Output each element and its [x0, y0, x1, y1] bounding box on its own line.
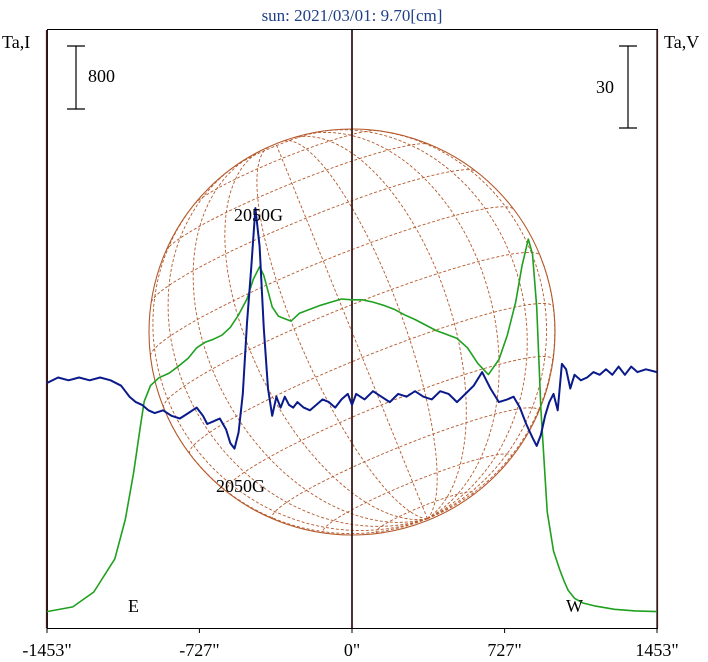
meridian-line	[283, 140, 438, 519]
meridian-line	[304, 131, 500, 520]
meridian-line	[275, 143, 428, 519]
east-label: E	[128, 596, 139, 616]
meridian-line	[320, 129, 528, 520]
meridian-line	[152, 195, 428, 531]
meridian-line	[192, 156, 428, 523]
parallel-line	[150, 169, 476, 303]
meridian-line	[366, 129, 547, 520]
left-axis-label: Ta,I	[2, 32, 30, 52]
meridian-line	[224, 149, 428, 521]
x-tick-label: -1453"	[22, 640, 71, 660]
parallel-line	[149, 206, 514, 356]
meridian-line	[256, 146, 428, 520]
series-polarization-line	[46, 207, 658, 450]
series-layer	[46, 207, 658, 613]
x-axis-ticks: -1453" -727" 0" 727" 1453"	[22, 628, 679, 660]
x-tick-label: 727"	[487, 640, 521, 660]
left-scale-bar-value: 800	[88, 66, 115, 86]
annotation-upper-2050g: 2050G	[234, 205, 283, 225]
right-scale-bar-value: 30	[596, 77, 614, 97]
limb-lines	[45, 30, 659, 628]
west-label: W	[566, 596, 583, 616]
parallel-line	[194, 130, 377, 205]
x-tick-label: 0"	[344, 640, 360, 660]
parallel-line	[322, 453, 513, 534]
meridian-line	[167, 165, 428, 527]
right-scale-bar	[619, 45, 637, 129]
right-axis-label: Ta,V	[664, 32, 699, 52]
chart-title: sun: 2021/03/01: 9.70[cm]	[262, 6, 443, 25]
annotation-lower-2050g: 2050G	[216, 476, 265, 496]
parallel-line	[165, 143, 430, 251]
left-scale-bar	[67, 45, 85, 110]
x-tick-label: 1453"	[635, 640, 678, 660]
parallel-line	[271, 407, 540, 520]
x-tick-label: -727"	[179, 640, 219, 660]
parallel-line	[375, 491, 475, 534]
meridian-line	[290, 135, 467, 520]
